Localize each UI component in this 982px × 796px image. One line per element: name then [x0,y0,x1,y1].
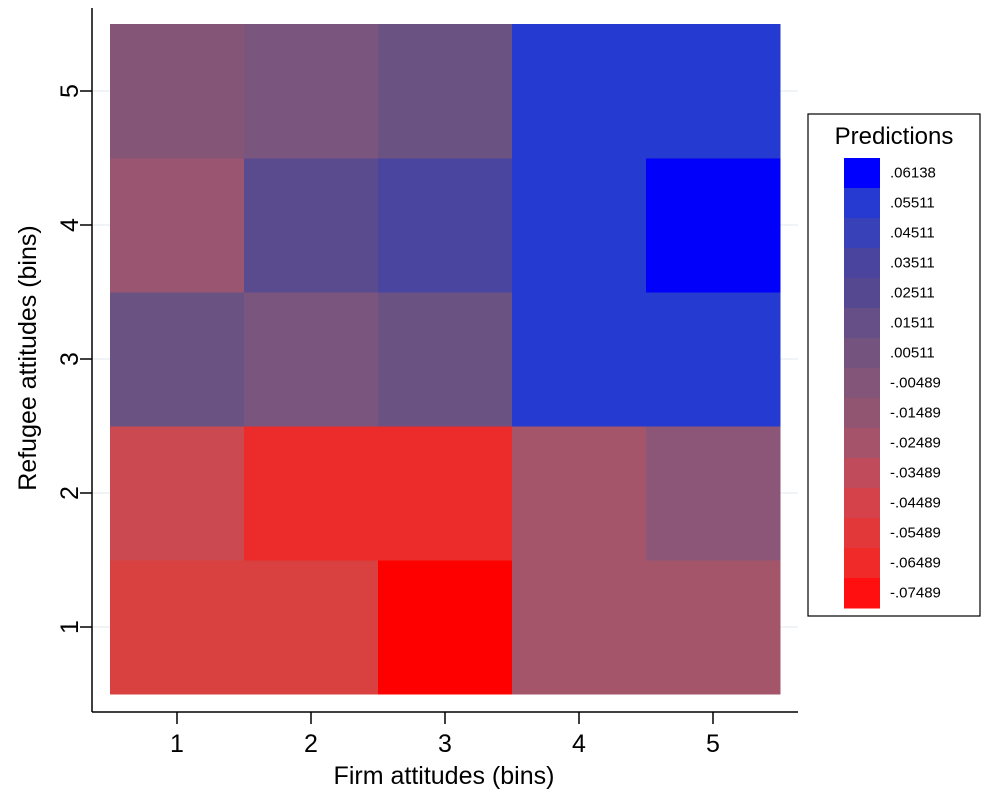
legend-swatch [844,188,880,219]
heatmap-cell [110,24,245,159]
legend-label: -.05489 [890,525,941,542]
x-axis-label: Firm attitudes (bins) [334,762,555,790]
heatmap-cell [110,560,245,695]
legend-swatch [844,458,880,489]
legend-label: .02511 [890,285,935,302]
legend-swatch [844,338,880,369]
heatmap-cell [512,560,647,695]
legend-swatch [844,488,880,519]
legend: Predictions .06138 .05511 .04511 .03511 .025… [807,113,981,617]
legend-swatch [844,428,880,459]
heatmap-cell [244,292,379,427]
legend-label: .01511 [890,315,935,332]
heatmap-cell [110,426,245,561]
heatmap-cell [244,158,379,293]
legend-swatch [844,158,880,189]
x-tick-label: 3 [438,730,452,758]
legend-label: .06138 [890,165,936,182]
legend-label: .03511 [890,255,935,272]
heatmap-cell [378,426,513,561]
x-ticks: 1 2 3 4 5 [170,712,720,758]
heatmap-cell [646,158,781,293]
legend-swatch [844,548,880,579]
legend-swatch [844,308,880,339]
y-tick-label: 3 [56,352,84,366]
x-tick-label: 4 [572,730,586,758]
legend-label: -.03489 [890,465,941,482]
heatmap-cell [512,292,647,427]
heatmap-cell [378,24,513,159]
legend-label: -.07489 [890,585,941,602]
y-tick-label: 5 [56,84,84,98]
y-axis-label: Refugee attitudes (bins) [14,225,42,490]
heatmap-cell [512,24,647,159]
legend-title: Predictions [835,123,954,150]
y-ticks: 1 2 3 4 5 [56,84,92,634]
heatmap-cell [378,560,513,695]
legend-swatch [844,398,880,429]
legend-swatch [844,578,880,609]
legend-box [807,113,981,617]
legend-entries: .06138 .05511 .04511 .03511 .02511 .01511 .005… [844,158,941,609]
y-tick-label: 1 [56,620,84,634]
legend-label: -.06489 [890,555,941,572]
heatmap-cell [378,158,513,293]
heatmap-cell [646,292,781,427]
legend-swatch [844,368,880,399]
heatmap-cells [110,24,781,695]
legend-swatch [844,218,880,249]
legend-swatch [844,278,880,309]
heatmap-cell [512,426,647,561]
legend-label: -.02489 [890,435,941,452]
heatmap-cell [378,292,513,427]
heatmap-cell [110,292,245,427]
x-tick-label: 2 [304,730,318,758]
y-tick-label: 2 [56,486,84,500]
legend-label: .05511 [890,195,935,212]
heatmap-cell [244,24,379,159]
heatmap-cell [512,158,647,293]
legend-swatch [844,248,880,279]
x-tick-label: 1 [170,730,184,758]
x-tick-label: 5 [706,730,720,758]
heatmap-cell [244,426,379,561]
heatmap-cell [646,560,781,695]
y-tick-label: 4 [56,218,84,232]
legend-label: -.01489 [890,405,941,422]
heatmap-cell [244,560,379,695]
legend-label: .00511 [890,345,935,362]
heatmap-cell [646,426,781,561]
legend-swatch [844,518,880,549]
legend-label: .04511 [890,225,935,242]
legend-label: -.00489 [890,375,941,392]
heatmap-cell [646,24,781,159]
heatmap-cell [110,158,245,293]
legend-label: -.04489 [890,495,941,512]
